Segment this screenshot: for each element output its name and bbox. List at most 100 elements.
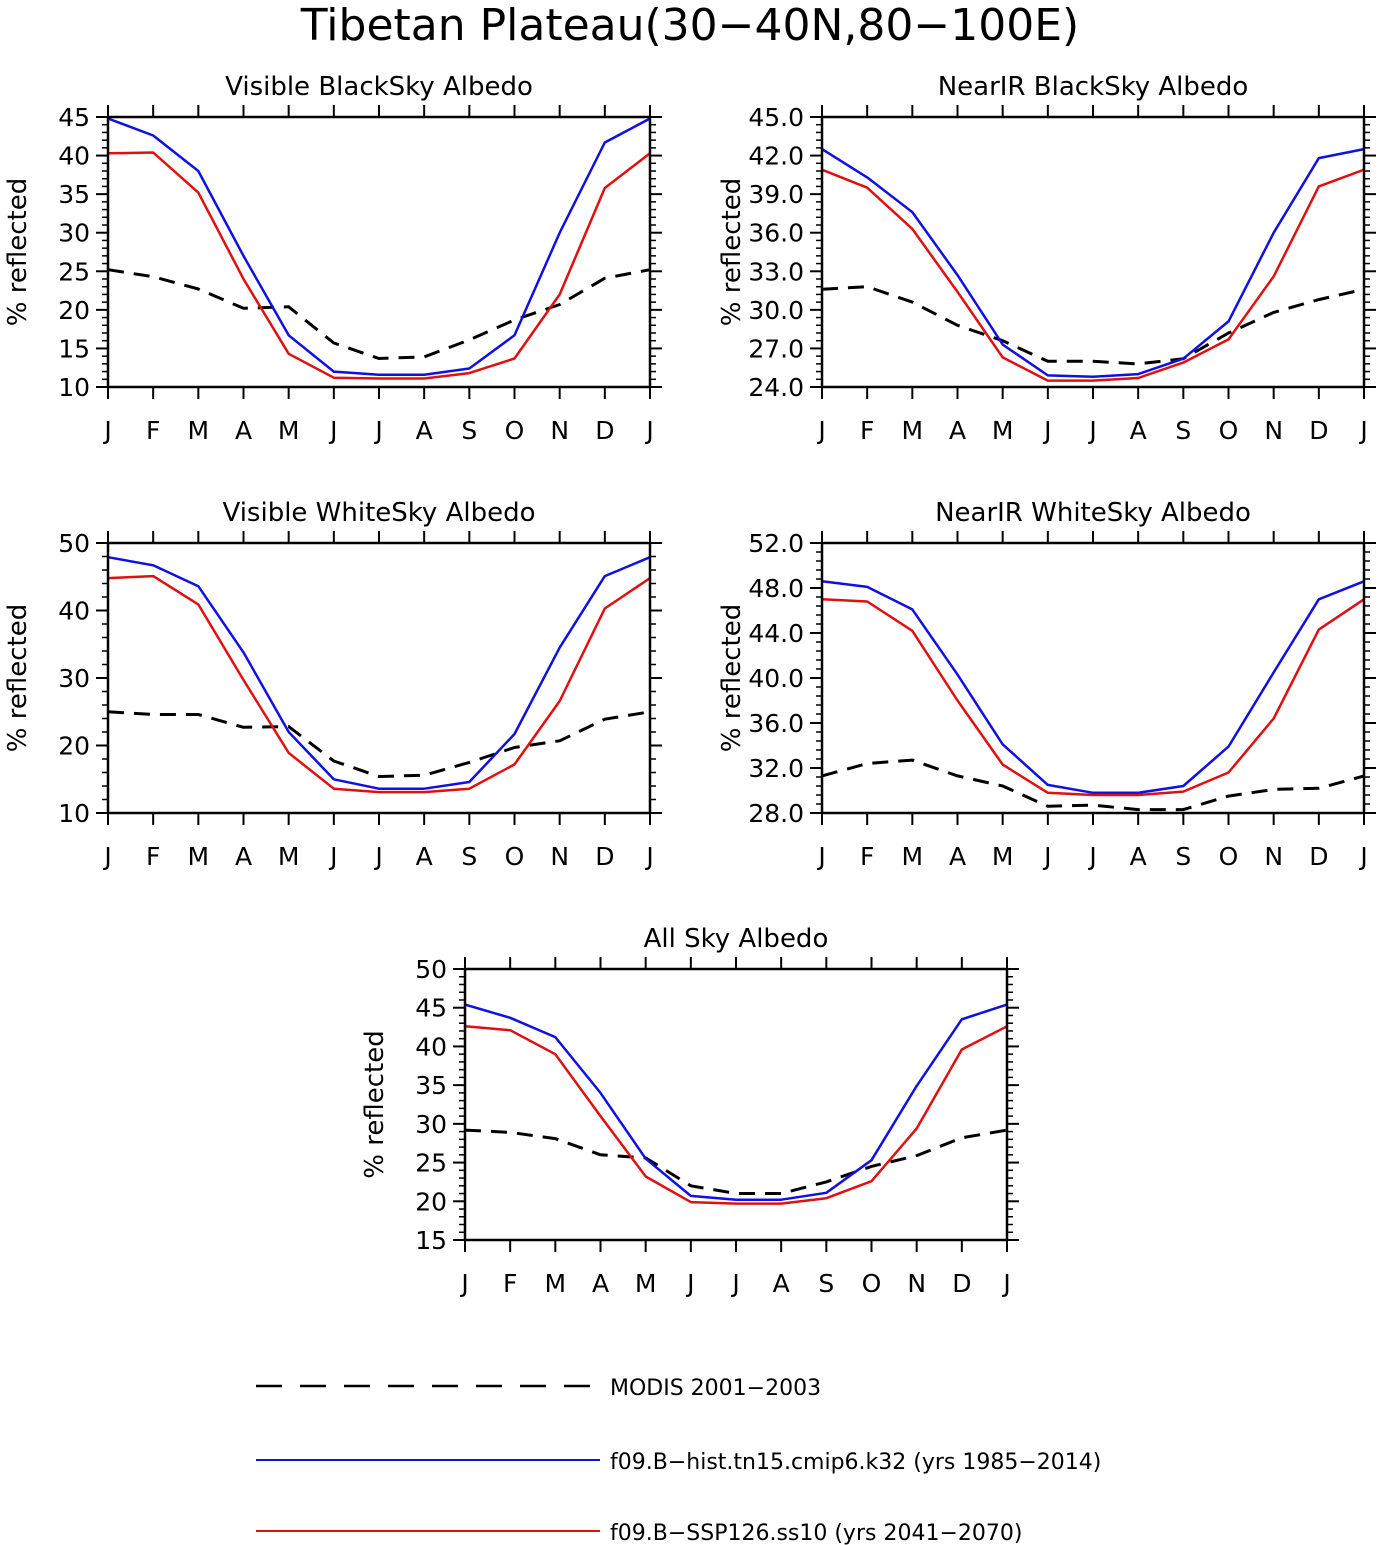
x-tick-label: F <box>146 842 160 871</box>
x-tick-label: D <box>595 416 614 445</box>
x-tick-label: J <box>328 842 337 871</box>
y-tick-label: 20 <box>58 296 90 325</box>
chart-panel-1: Visible BlackSky Albedo % reflected 10 15 20… <box>3 72 662 445</box>
x-tick-label: J <box>1358 842 1367 871</box>
x-tick-label: J <box>373 416 382 445</box>
x-tick-label: A <box>235 416 252 445</box>
x-tick-label: M <box>902 842 924 871</box>
legend-label-modis: MODIS 2001−2003 <box>610 1376 821 1401</box>
y-axis-label: % reflected <box>717 178 747 326</box>
y-tick-label: 15 <box>58 334 90 363</box>
x-tick-label: J <box>1001 1269 1010 1298</box>
x-tick-label: J <box>816 416 825 445</box>
series-line-hist <box>821 580 1365 795</box>
x-tick-label: S <box>1175 842 1191 871</box>
x-tick-label: A <box>235 842 252 871</box>
x-tick-label: N <box>550 416 569 445</box>
legend-label-hist: f09.B−hist.tn15.cmip6.k32 (yrs 1985−2014… <box>610 1450 1101 1475</box>
x-tick-label: O <box>1219 842 1239 871</box>
x-tick-label: J <box>816 842 825 871</box>
series-line-modis <box>821 285 1365 366</box>
y-tick-label: 45 <box>415 994 447 1023</box>
y-tick-label: 20 <box>415 1187 447 1216</box>
y-tick-label: 35 <box>415 1071 447 1100</box>
x-tick-label: O <box>505 842 525 871</box>
y-tick-label: 36.0 <box>748 709 804 738</box>
x-tick-label: M <box>278 416 300 445</box>
x-tick-label: N <box>550 842 569 871</box>
y-tick-label: 50 <box>58 529 90 558</box>
x-tick-label: M <box>188 842 210 871</box>
y-tick-label: 30.0 <box>748 296 804 325</box>
y-tick-label: 44.0 <box>748 619 804 648</box>
x-tick-label: A <box>1130 842 1147 871</box>
x-tick-label: O <box>862 1269 882 1298</box>
y-tick-label: 40 <box>415 1032 447 1061</box>
plot-frame <box>106 541 652 815</box>
chart-title: Visible BlackSky Albedo <box>225 72 533 102</box>
x-tick-label: O <box>1219 416 1239 445</box>
x-tick-label: S <box>1175 416 1191 445</box>
x-tick-label: N <box>907 1269 926 1298</box>
y-tick-label: 33.0 <box>748 257 804 286</box>
series-line-modis <box>107 268 651 360</box>
y-tick-label: 30 <box>415 1110 447 1139</box>
x-tick-label: D <box>1309 416 1328 445</box>
x-tick-label: M <box>992 842 1014 871</box>
y-tick-label: 50 <box>415 955 447 984</box>
series-line-modis <box>821 758 1365 812</box>
x-tick-label: J <box>1087 842 1096 871</box>
x-tick-label: F <box>146 416 160 445</box>
x-tick-label: D <box>1309 842 1328 871</box>
x-tick-label: A <box>773 1269 790 1298</box>
legend: MODIS 2001−2003 f09.B−hist.tn15.cmip6.k3… <box>256 1376 1101 1545</box>
chart-panel-3: Visible WhiteSky Albedo % reflected 10 20 30… <box>3 498 662 871</box>
x-tick-label: M <box>902 416 924 445</box>
y-tick-label: 52.0 <box>748 529 804 558</box>
y-axis-label: % reflected <box>3 178 33 326</box>
y-tick-label: 48.0 <box>748 574 804 603</box>
plot-frame <box>820 115 1366 389</box>
x-tick-label: M <box>635 1269 657 1298</box>
y-tick-label: 10 <box>58 373 90 402</box>
y-tick-label: 25 <box>415 1149 447 1178</box>
x-tick-label: A <box>592 1269 609 1298</box>
series-line-ssp <box>107 151 651 380</box>
x-tick-label: F <box>860 416 874 445</box>
series-line-ssp <box>464 1025 1008 1205</box>
y-tick-label: 40 <box>58 142 90 171</box>
series-line-ssp <box>107 574 651 794</box>
x-tick-label: J <box>644 842 653 871</box>
x-tick-label: N <box>1264 842 1283 871</box>
x-tick-label: J <box>644 416 653 445</box>
y-tick-label: 15 <box>415 1226 447 1255</box>
y-tick-label: 30 <box>58 219 90 248</box>
x-tick-label: J <box>1042 842 1051 871</box>
series-line-hist <box>464 1003 1008 1201</box>
figure-title: Tibetan Plateau(30−40N,80−100E) <box>300 0 1079 51</box>
x-tick-label: S <box>461 416 477 445</box>
x-tick-label: J <box>1042 416 1051 445</box>
y-tick-label: 39.0 <box>748 180 804 209</box>
x-tick-label: A <box>416 842 433 871</box>
y-tick-label: 45.0 <box>748 103 804 132</box>
y-tick-label: 24.0 <box>748 373 804 402</box>
y-tick-label: 35 <box>58 180 90 209</box>
x-tick-label: J <box>102 416 111 445</box>
y-tick-label: 20 <box>58 732 90 761</box>
y-tick-label: 27.0 <box>748 334 804 363</box>
y-tick-label: 40 <box>58 597 90 626</box>
y-tick-label: 36.0 <box>748 219 804 248</box>
y-tick-label: 30 <box>58 664 90 693</box>
x-tick-label: M <box>545 1269 567 1298</box>
x-tick-label: A <box>1130 416 1147 445</box>
y-tick-label: 45 <box>58 103 90 132</box>
y-tick-label: 40.0 <box>748 664 804 693</box>
x-tick-label: A <box>416 416 433 445</box>
x-tick-label: J <box>328 416 337 445</box>
x-tick-label: F <box>860 842 874 871</box>
x-tick-label: M <box>992 416 1014 445</box>
y-axis-label: % reflected <box>717 604 747 752</box>
x-tick-label: F <box>503 1269 517 1298</box>
x-tick-label: J <box>373 842 382 871</box>
